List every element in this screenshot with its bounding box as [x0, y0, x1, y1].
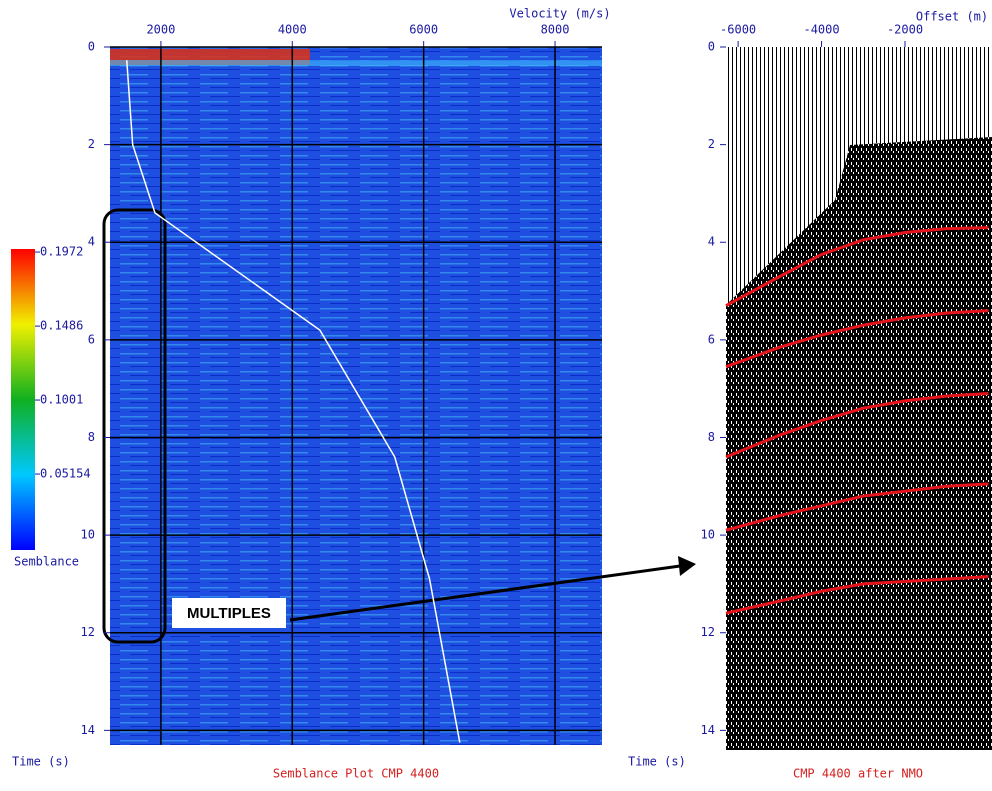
- annotation: MULTIPLES: [187, 605, 271, 622]
- y-tick-label: 2: [88, 137, 95, 151]
- x-axis-label: Offset (m): [916, 10, 988, 24]
- y-tick-label: 10: [81, 528, 95, 542]
- y-tick-label: 0: [88, 40, 95, 54]
- y-axis-label: Time (s): [12, 755, 70, 769]
- y-tick-label: 6: [88, 332, 95, 346]
- x-tick-label: -2000: [887, 23, 923, 37]
- colorbar-tick-label: 0.1972: [40, 245, 83, 259]
- y-axis-label: Time (s): [628, 755, 686, 769]
- y-tick-label: 2: [708, 137, 715, 151]
- x-tick-label: -6000: [720, 23, 756, 37]
- figure: MULTIPLES Velocity (m/s) Time (s) Sembla…: [0, 0, 992, 786]
- colorbar: [11, 249, 35, 550]
- y-tick-label: 14: [701, 723, 715, 737]
- x-tick-label: -4000: [803, 23, 839, 37]
- y-tick-label: 14: [81, 723, 95, 737]
- colorbar-tick-label: 0.1001: [40, 393, 83, 407]
- y-tick-label: 10: [701, 528, 715, 542]
- y-tick-label: 12: [701, 625, 715, 639]
- chart-title: CMP 4400 after NMO: [793, 767, 923, 781]
- y-tick-label: 0: [708, 40, 715, 54]
- x-tick-label: 8000: [541, 23, 570, 37]
- y-tick-label: 8: [708, 430, 715, 444]
- x-tick-label: 4000: [278, 23, 307, 37]
- colorbar-tick-label: 0.1486: [40, 319, 83, 333]
- colorbar-tick-label: 0.05154: [40, 467, 91, 481]
- y-tick-label: 4: [88, 235, 95, 249]
- arrow-head: [678, 556, 696, 576]
- chart-title: Semblance Plot CMP 4400: [273, 767, 439, 781]
- y-tick-label: 6: [708, 332, 715, 346]
- semblance-image: [110, 47, 602, 745]
- y-tick-label: 8: [88, 430, 95, 444]
- colorbar-label: Semblance: [14, 555, 79, 569]
- page: MULTIPLES Velocity (m/s) Time (s) Sembla…: [0, 0, 992, 786]
- x-axis-label: Velocity (m/s): [509, 7, 610, 21]
- x-tick-label: 6000: [409, 23, 438, 37]
- y-tick-label: 4: [708, 235, 715, 249]
- semblance-band: [110, 60, 602, 66]
- y-tick-label: 12: [81, 625, 95, 639]
- x-tick-label: 2000: [146, 23, 175, 37]
